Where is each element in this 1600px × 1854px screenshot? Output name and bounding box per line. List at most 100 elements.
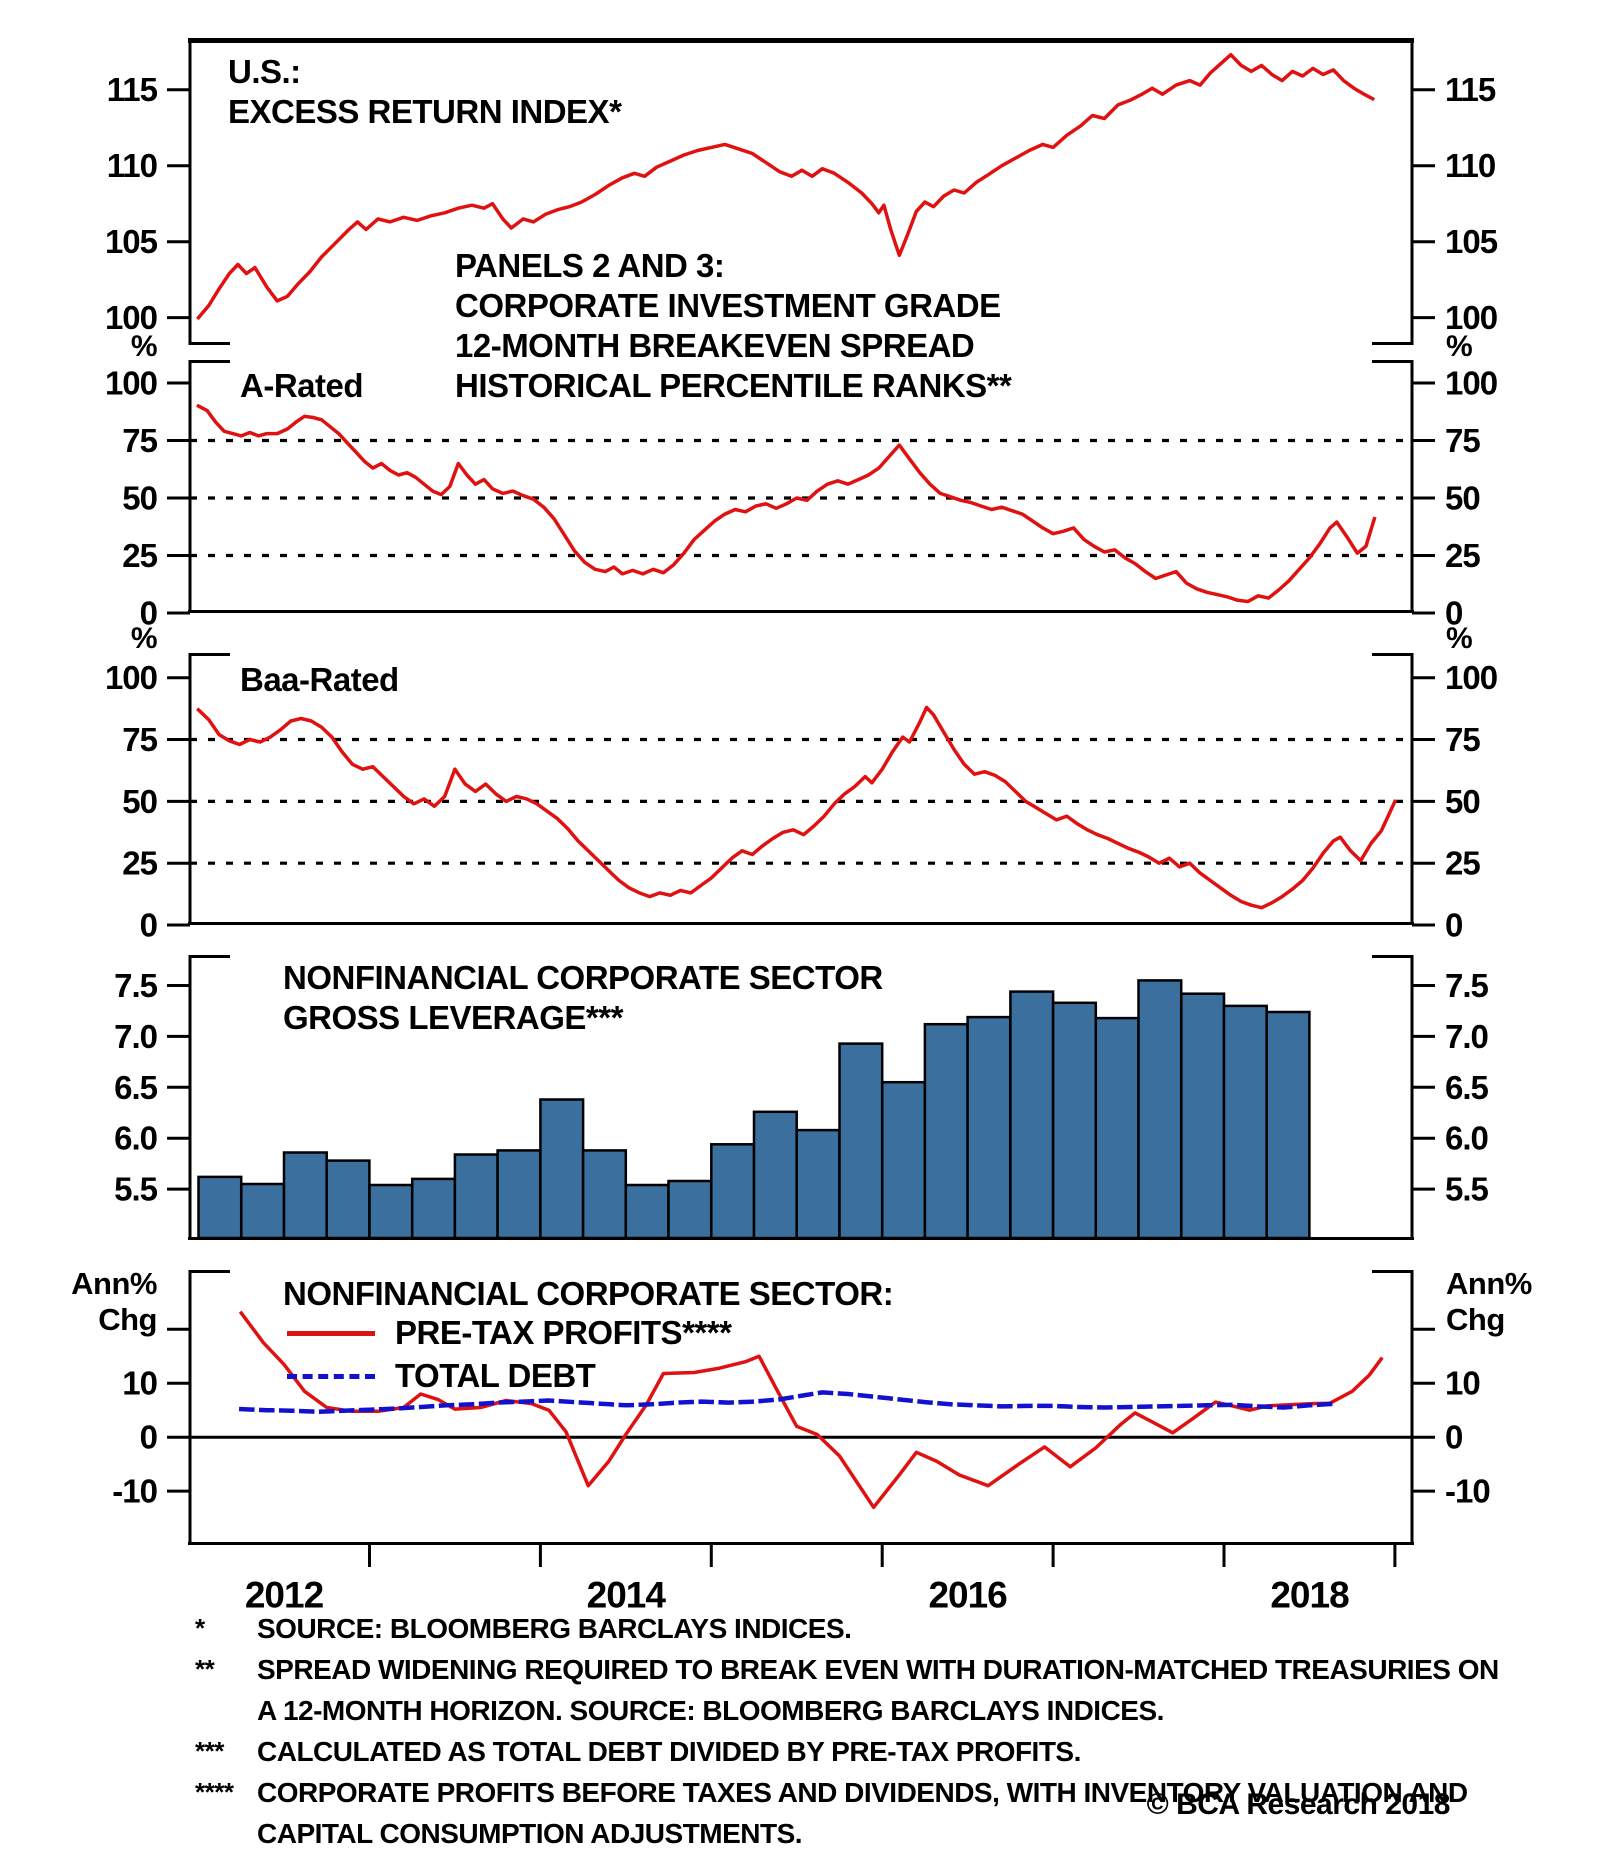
y-tick-label-right: 115: [1445, 71, 1496, 108]
y-tick-label-left: 5.5: [114, 1171, 158, 1208]
panel2-label: A-Rated: [240, 367, 364, 404]
y-tick-label-left: 105: [105, 223, 158, 260]
footnote-marker: ****: [195, 1777, 234, 1807]
y-tick-label-left: 0: [140, 595, 157, 632]
panel4-title-line2: GROSS LEVERAGE***: [283, 999, 623, 1036]
y-tick-label-left: 50: [122, 480, 157, 517]
y-tick-label-left: 50: [122, 783, 157, 820]
annotation-line4: HISTORICAL PERCENTILE RANKS**: [455, 367, 1012, 404]
y-tick-label-left: 25: [122, 845, 157, 882]
y-tick-label-right: 50: [1445, 783, 1480, 820]
footnote-marker: *: [195, 1613, 205, 1643]
y-tick-label-left: 7.0: [114, 1018, 157, 1055]
y-tick-label-left: 110: [107, 147, 157, 184]
y-tick-label-left: 75: [122, 422, 157, 459]
y-tick-label-right: 100: [1445, 659, 1497, 696]
y-tick-label-right: 105: [1445, 223, 1498, 260]
annotation-line2: CORPORATE INVESTMENT GRADE: [455, 287, 1001, 324]
footnote-text: CAPITAL CONSUMPTION ADJUSTMENTS.: [257, 1817, 803, 1849]
footnote-marker: ***: [195, 1736, 224, 1766]
panel3-unit-right: %: [1446, 622, 1473, 655]
footnote-row: *** CALCULATED AS TOTAL DEBT DIVIDED BY …: [195, 1731, 1499, 1772]
footnote-row: **** CORPORATE PROFITS BEFORE TAXES AND …: [195, 1772, 1499, 1813]
footnote-text: SOURCE: BLOOMBERG BARCLAYS INDICES.: [257, 1612, 852, 1644]
x-tick-label: 2018: [1270, 1575, 1349, 1616]
footnote-text: CALCULATED AS TOTAL DEBT DIVIDED BY PRE-…: [257, 1735, 1081, 1767]
x-tick-label: 2014: [587, 1575, 667, 1616]
panel5-unit-right-line1: Ann%: [1446, 1266, 1532, 1301]
y-tick-label-right: 6.5: [1445, 1069, 1489, 1106]
panel5-unit-left-line2: Chg: [98, 1302, 157, 1337]
panel2-unit-right: %: [1446, 330, 1473, 363]
y-tick-label-left: 7.5: [114, 967, 158, 1004]
y-tick-label-left: 6.5: [114, 1069, 158, 1106]
footnote-text: CORPORATE PROFITS BEFORE TAXES AND DIVID…: [257, 1776, 1468, 1808]
legend-swatch-pretax-profits: [287, 1331, 375, 1336]
y-tick-label-left: 75: [122, 721, 157, 758]
panel1-title-line2: EXCESS RETURN INDEX*: [228, 93, 622, 130]
footnote-text: SPREAD WIDENING REQUIRED TO BREAK EVEN W…: [257, 1653, 1499, 1685]
y-tick-label-right: 10: [1445, 1365, 1480, 1402]
copyright: © BCA Research 2018: [1146, 1788, 1451, 1821]
footnote-row: ** SPREAD WIDENING REQUIRED TO BREAK EVE…: [195, 1649, 1499, 1690]
panel1-title: U.S.: EXCESS RETURN INDEX*: [228, 52, 622, 132]
panel2-unit-left: %: [130, 330, 158, 363]
panel4-title: NONFINANCIAL CORPORATE SECTOR GROSS LEVE…: [283, 958, 883, 1038]
y-tick-label-right: 0: [1445, 595, 1462, 632]
y-tick-label-right: 25: [1445, 845, 1480, 882]
y-tick-label-left: 100: [105, 365, 157, 402]
y-tick-label-left: 0: [140, 1419, 157, 1456]
y-tick-label-right: 0: [1445, 1419, 1462, 1456]
legend-label-total-debt: TOTAL DEBT: [395, 1357, 596, 1394]
panel5-unit-left: Ann% Chg: [40, 1266, 157, 1338]
footnote-row: * SOURCE: BLOOMBERG BARCLAYS INDICES.: [195, 1608, 1499, 1649]
panel5-unit-left-line1: Ann%: [71, 1266, 157, 1301]
y-tick-label-right: -10: [1445, 1473, 1490, 1510]
legend-label-pretax-profits: PRE-TAX PROFITS****: [395, 1314, 732, 1351]
y-tick-label-right: 6.0: [1445, 1120, 1488, 1157]
footnote-row: A 12-MONTH HORIZON. SOURCE: BLOOMBERG BA…: [195, 1690, 1499, 1731]
x-tick-label: 2012: [245, 1575, 324, 1616]
panel3-unit-left: %: [130, 622, 158, 655]
y-tick-label-right: 75: [1445, 721, 1480, 758]
footnote-text: A 12-MONTH HORIZON. SOURCE: BLOOMBERG BA…: [257, 1694, 1164, 1726]
panel-excess-return-chart: 100 100 105 105 110 110 115 115: [105, 38, 1499, 345]
y-tick-label-right: 75: [1445, 422, 1480, 459]
footnote-row: CAPITAL CONSUMPTION ADJUSTMENTS.: [195, 1813, 1499, 1854]
panel-profits-debt-chart: -10 -10 0 0 10 10 2012 2014 2016 2018: [112, 1270, 1491, 1616]
panels-2-3-annotation: PANELS 2 AND 3: CORPORATE INVESTMENT GRA…: [455, 246, 1012, 406]
annotation-line3: 12-MONTH BREAKEVEN SPREAD: [455, 327, 975, 364]
y-tick-label-left: 10: [122, 1365, 157, 1402]
panel4-title-line1: NONFINANCIAL CORPORATE SECTOR: [283, 959, 883, 996]
y-tick-label-right: 7.5: [1445, 967, 1489, 1004]
x-tick-label: 2016: [928, 1575, 1007, 1616]
footnotes: * SOURCE: BLOOMBERG BARCLAYS INDICES. **…: [195, 1608, 1499, 1854]
y-tick-label-left: 6.0: [114, 1120, 157, 1157]
y-tick-label-right: 7.0: [1445, 1018, 1488, 1055]
y-tick-label-right: 25: [1445, 537, 1480, 574]
y-tick-label-right: 0: [1445, 907, 1462, 944]
y-tick-label-right: 110: [1445, 147, 1495, 184]
legend-swatch-total-debt: [287, 1374, 375, 1379]
footnote-marker: **: [195, 1654, 215, 1684]
panel1-title-line1: U.S.:: [228, 53, 301, 90]
y-tick-label-left: 100: [105, 299, 157, 336]
annotation-line1: PANELS 2 AND 3:: [455, 247, 725, 284]
y-tick-label-right: 100: [1445, 299, 1497, 336]
panel5-title: NONFINANCIAL CORPORATE SECTOR:: [283, 1275, 894, 1312]
panel5-unit-right: Ann% Chg: [1446, 1266, 1532, 1338]
y-tick-label-left: 115: [107, 71, 158, 108]
panel-a-rated-chart: 0 0 25 25 50 50 75 75 100 100: [105, 360, 1498, 632]
y-tick-label-left: 25: [122, 537, 157, 574]
y-tick-label-left: -10: [112, 1473, 157, 1510]
y-tick-label-left: 0: [140, 907, 157, 944]
y-tick-label-left: 100: [105, 659, 157, 696]
y-tick-label-right: 100: [1445, 365, 1497, 402]
panel5-unit-right-line2: Chg: [1446, 1302, 1505, 1337]
panel-gross-leverage-chart: 5.5 5.5 6.0 6.0 6.5 6.5 7.0 7.0 7.5 7.5: [114, 955, 1490, 1240]
panel3-label: Baa-Rated: [240, 661, 399, 698]
panel-baa-rated-chart: 0 0 25 25 50 50 75 75 100 100: [105, 653, 1498, 944]
y-tick-label-right: 50: [1445, 480, 1480, 517]
y-tick-label-right: 5.5: [1445, 1171, 1489, 1208]
